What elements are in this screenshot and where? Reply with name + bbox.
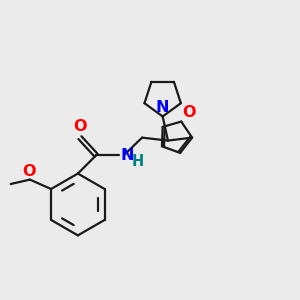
Text: H: H (131, 154, 144, 169)
Text: O: O (73, 119, 87, 134)
Text: O: O (22, 164, 35, 179)
Text: O: O (182, 105, 196, 120)
Text: N: N (156, 100, 169, 115)
Text: N: N (121, 148, 134, 163)
